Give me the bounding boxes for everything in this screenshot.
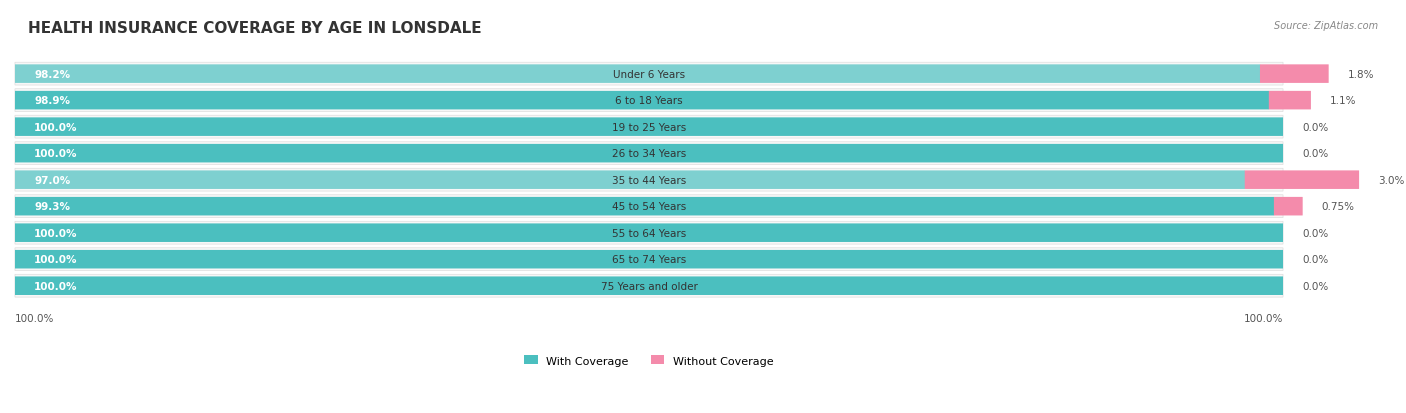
Text: Source: ZipAtlas.com: Source: ZipAtlas.com (1274, 21, 1378, 31)
Text: 1.1%: 1.1% (1330, 96, 1357, 106)
FancyBboxPatch shape (15, 195, 1284, 218)
FancyBboxPatch shape (15, 116, 1284, 139)
Text: 65 to 74 Years: 65 to 74 Years (612, 254, 686, 265)
Text: 100.0%: 100.0% (15, 313, 55, 323)
FancyBboxPatch shape (15, 277, 1284, 295)
Text: 0.0%: 0.0% (1302, 281, 1329, 291)
Text: 26 to 34 Years: 26 to 34 Years (612, 149, 686, 159)
FancyBboxPatch shape (15, 248, 1284, 271)
FancyBboxPatch shape (15, 142, 1284, 165)
FancyBboxPatch shape (1274, 197, 1303, 216)
Text: 99.3%: 99.3% (34, 202, 70, 212)
FancyBboxPatch shape (15, 90, 1284, 112)
FancyBboxPatch shape (15, 275, 1284, 297)
FancyBboxPatch shape (1244, 171, 1360, 190)
Text: HEALTH INSURANCE COVERAGE BY AGE IN LONSDALE: HEALTH INSURANCE COVERAGE BY AGE IN LONS… (28, 21, 482, 36)
FancyBboxPatch shape (15, 169, 1284, 192)
Text: 0.0%: 0.0% (1302, 122, 1329, 132)
FancyBboxPatch shape (1260, 65, 1329, 84)
Text: 1.8%: 1.8% (1347, 69, 1374, 79)
FancyBboxPatch shape (15, 224, 1284, 242)
FancyBboxPatch shape (15, 222, 1284, 244)
Text: 55 to 64 Years: 55 to 64 Years (612, 228, 686, 238)
FancyBboxPatch shape (15, 63, 1284, 86)
Text: 75 Years and older: 75 Years and older (600, 281, 697, 291)
FancyBboxPatch shape (15, 197, 1274, 216)
Text: 100.0%: 100.0% (34, 228, 77, 238)
Text: 0.0%: 0.0% (1302, 228, 1329, 238)
FancyBboxPatch shape (15, 145, 1284, 163)
Text: 98.9%: 98.9% (34, 96, 70, 106)
FancyBboxPatch shape (15, 65, 1260, 84)
Text: Under 6 Years: Under 6 Years (613, 69, 685, 79)
Text: 19 to 25 Years: 19 to 25 Years (612, 122, 686, 132)
Text: 100.0%: 100.0% (1243, 313, 1282, 323)
Legend: With Coverage, Without Coverage: With Coverage, Without Coverage (520, 351, 779, 370)
Text: 98.2%: 98.2% (34, 69, 70, 79)
Text: 97.0%: 97.0% (34, 175, 70, 185)
FancyBboxPatch shape (15, 250, 1284, 269)
Text: 35 to 44 Years: 35 to 44 Years (612, 175, 686, 185)
FancyBboxPatch shape (15, 171, 1244, 190)
Text: 100.0%: 100.0% (34, 281, 77, 291)
FancyBboxPatch shape (15, 92, 1270, 110)
FancyBboxPatch shape (1268, 92, 1310, 110)
FancyBboxPatch shape (15, 118, 1284, 137)
Text: 0.0%: 0.0% (1302, 149, 1329, 159)
Text: 45 to 54 Years: 45 to 54 Years (612, 202, 686, 212)
Text: 100.0%: 100.0% (34, 254, 77, 265)
Text: 0.0%: 0.0% (1302, 254, 1329, 265)
Text: 100.0%: 100.0% (34, 122, 77, 132)
Text: 6 to 18 Years: 6 to 18 Years (616, 96, 683, 106)
Text: 100.0%: 100.0% (34, 149, 77, 159)
Text: 3.0%: 3.0% (1378, 175, 1405, 185)
Text: 0.75%: 0.75% (1322, 202, 1354, 212)
